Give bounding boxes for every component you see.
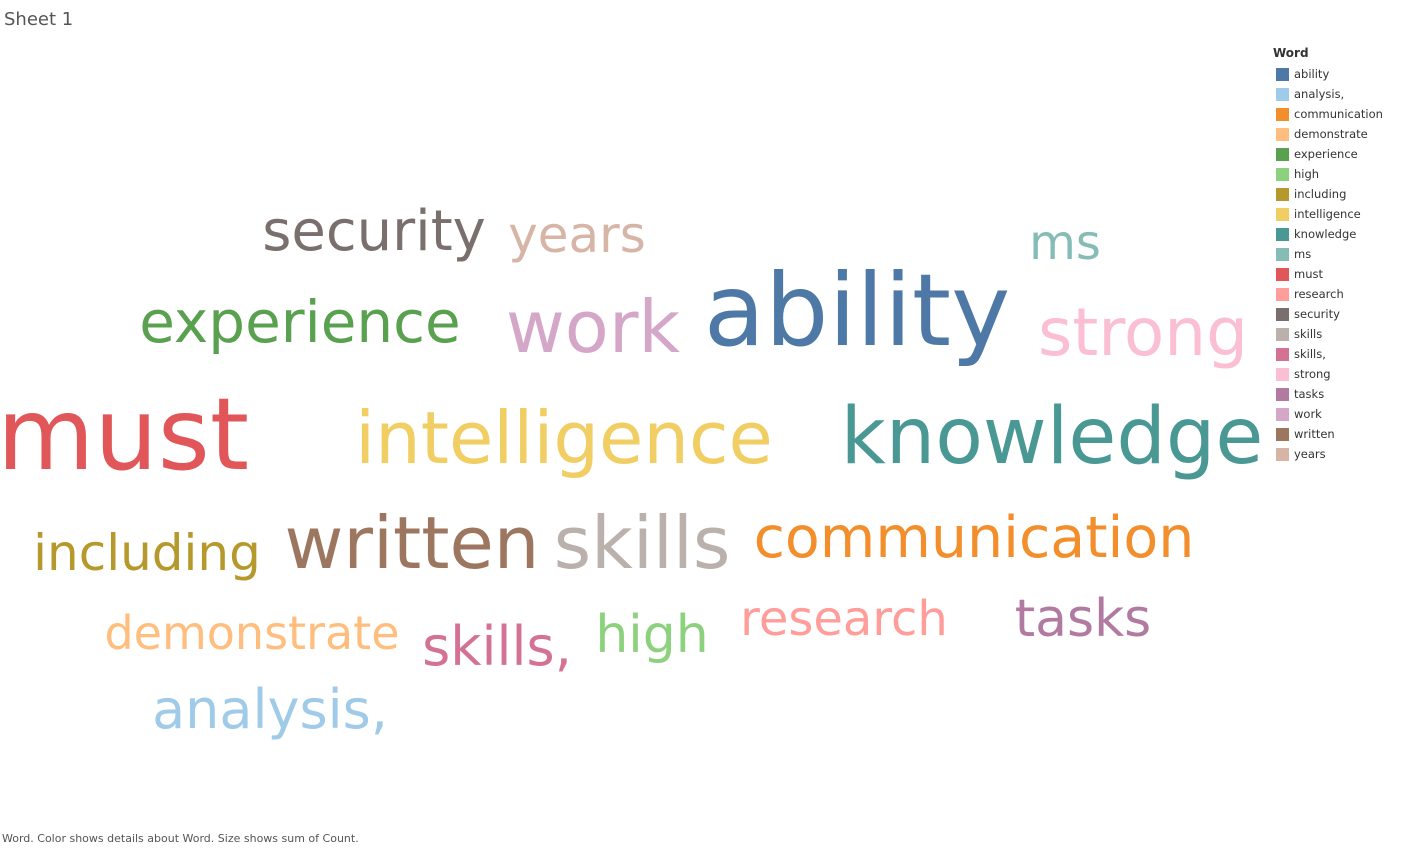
legend-label: security bbox=[1294, 307, 1340, 321]
legend-swatch bbox=[1276, 227, 1289, 241]
word-mark[interactable]: strong bbox=[1038, 294, 1248, 371]
word-mark[interactable]: must bbox=[0, 376, 249, 493]
legend-swatch bbox=[1276, 407, 1289, 421]
word-mark[interactable]: tasks bbox=[1015, 589, 1152, 649]
legend-swatch bbox=[1276, 147, 1289, 161]
legend-label: skills bbox=[1294, 327, 1323, 341]
legend-label: including bbox=[1294, 187, 1347, 201]
legend-swatch bbox=[1276, 207, 1289, 221]
legend-swatch bbox=[1276, 307, 1289, 321]
legend-item[interactable]: security bbox=[1273, 304, 1408, 324]
word-mark[interactable]: security bbox=[262, 199, 486, 264]
color-legend: Word ability analysis, communication demons… bbox=[1273, 45, 1408, 464]
legend-label: tasks bbox=[1294, 387, 1325, 401]
word-mark[interactable]: research bbox=[740, 591, 948, 647]
word-mark[interactable]: ms bbox=[1029, 215, 1101, 271]
word-mark[interactable]: ability bbox=[704, 252, 1011, 369]
legend-list: ability analysis, communication demonstrate… bbox=[1273, 64, 1408, 464]
legend-title: Word bbox=[1273, 46, 1309, 60]
legend-item[interactable]: experience bbox=[1273, 144, 1408, 164]
legend-swatch bbox=[1276, 127, 1289, 141]
legend-label: research bbox=[1294, 287, 1344, 301]
legend-label: work bbox=[1294, 407, 1322, 421]
legend-item[interactable]: must bbox=[1273, 264, 1408, 284]
legend-item[interactable]: analysis, bbox=[1273, 84, 1408, 104]
word-mark[interactable]: analysis, bbox=[152, 678, 388, 741]
legend-item[interactable]: including bbox=[1273, 184, 1408, 204]
legend-item[interactable]: demonstrate bbox=[1273, 124, 1408, 144]
legend-swatch bbox=[1276, 247, 1289, 261]
word-cloud: ability analysis, communication demonstrate… bbox=[0, 199, 1264, 741]
legend-swatch bbox=[1276, 287, 1289, 301]
legend-item[interactable]: ms bbox=[1273, 244, 1408, 264]
legend-label: high bbox=[1294, 167, 1320, 181]
legend-label: communication bbox=[1294, 107, 1383, 121]
legend-item[interactable]: communication bbox=[1273, 104, 1408, 124]
legend-label: written bbox=[1294, 427, 1335, 441]
chart-caption: Word. Color shows details about Word. Si… bbox=[2, 832, 359, 845]
legend-item[interactable]: intelligence bbox=[1273, 204, 1408, 224]
word-mark[interactable]: written bbox=[285, 501, 540, 585]
legend-item[interactable]: high bbox=[1273, 164, 1408, 184]
word-mark[interactable]: intelligence bbox=[355, 396, 773, 480]
legend-item[interactable]: written bbox=[1273, 424, 1408, 444]
legend-item[interactable]: ability bbox=[1273, 64, 1408, 84]
legend-swatch bbox=[1276, 327, 1289, 341]
word-mark[interactable]: skills, bbox=[422, 615, 572, 678]
word-mark[interactable]: knowledge bbox=[841, 392, 1264, 482]
legend-swatch bbox=[1276, 267, 1289, 281]
legend-item[interactable]: research bbox=[1273, 284, 1408, 304]
legend-label: demonstrate bbox=[1294, 127, 1368, 141]
legend-label: must bbox=[1294, 267, 1323, 281]
legend-swatch bbox=[1276, 387, 1289, 401]
legend-swatch bbox=[1276, 367, 1289, 381]
legend-label: intelligence bbox=[1294, 207, 1361, 221]
legend-label: analysis, bbox=[1294, 87, 1345, 101]
sheet-title: Sheet 1 bbox=[4, 9, 74, 30]
word-mark[interactable]: work bbox=[506, 285, 681, 369]
legend-item[interactable]: years bbox=[1273, 444, 1408, 464]
word-mark[interactable]: skills bbox=[554, 501, 731, 585]
legend-label: skills, bbox=[1294, 347, 1326, 361]
word-mark[interactable]: demonstrate bbox=[104, 606, 399, 660]
legend-swatch bbox=[1276, 107, 1289, 121]
legend-swatch bbox=[1276, 347, 1289, 361]
legend-swatch bbox=[1276, 187, 1289, 201]
legend-label: ability bbox=[1294, 67, 1330, 81]
legend-label: knowledge bbox=[1294, 227, 1357, 241]
word-mark[interactable]: high bbox=[595, 605, 708, 665]
word-mark[interactable]: years bbox=[508, 206, 646, 264]
legend-label: years bbox=[1294, 447, 1326, 461]
legend-label: ms bbox=[1294, 247, 1312, 261]
legend-swatch bbox=[1276, 167, 1289, 181]
legend-swatch bbox=[1276, 87, 1289, 101]
legend-item[interactable]: work bbox=[1273, 404, 1408, 424]
legend-swatch bbox=[1276, 67, 1289, 81]
word-mark[interactable]: including bbox=[33, 524, 261, 582]
legend-item[interactable]: strong bbox=[1273, 364, 1408, 384]
word-mark[interactable]: experience bbox=[139, 288, 460, 356]
word-mark[interactable]: communication bbox=[754, 505, 1195, 571]
legend-item[interactable]: tasks bbox=[1273, 384, 1408, 404]
legend-swatch bbox=[1276, 447, 1289, 461]
legend-label: experience bbox=[1294, 147, 1358, 161]
legend-item[interactable]: skills, bbox=[1273, 344, 1408, 364]
legend-item[interactable]: knowledge bbox=[1273, 224, 1408, 244]
legend-item[interactable]: skills bbox=[1273, 324, 1408, 344]
legend-swatch bbox=[1276, 427, 1289, 441]
legend-label: strong bbox=[1294, 367, 1331, 381]
